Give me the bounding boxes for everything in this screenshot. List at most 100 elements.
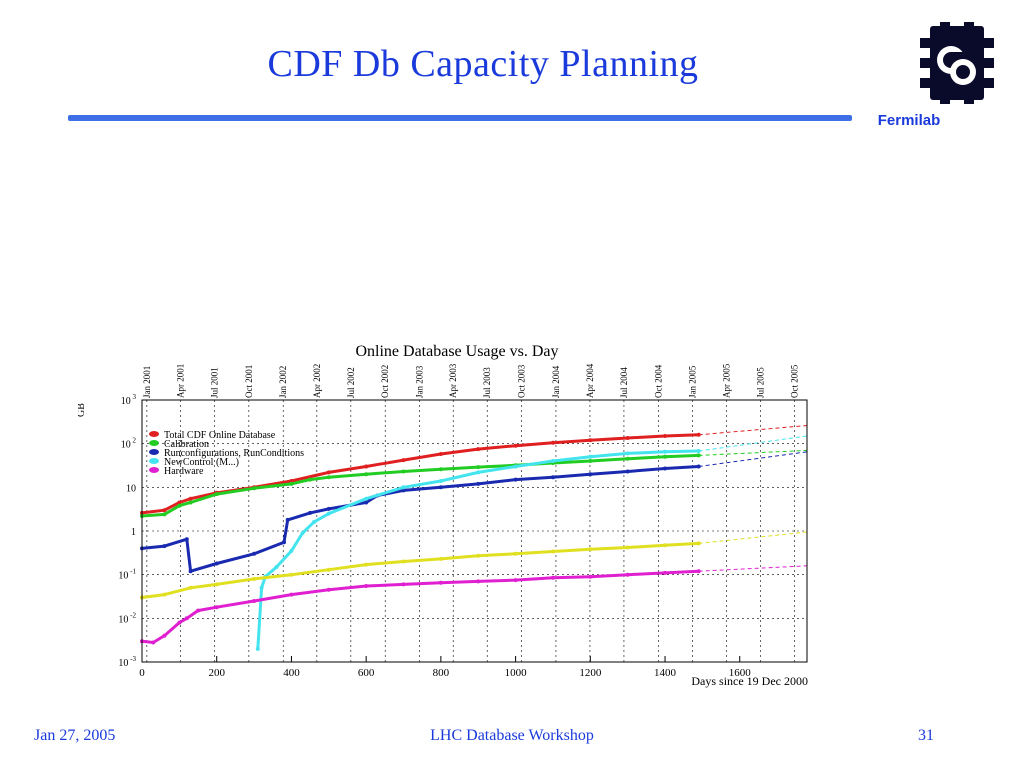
data-point [476, 470, 481, 475]
data-point [401, 559, 406, 564]
legend-marker [149, 440, 159, 446]
trend-line [698, 565, 808, 572]
slide-title: CDF Db Capacity Planning [267, 43, 699, 85]
data-point [438, 556, 443, 561]
series-line [141, 465, 699, 574]
data-point [625, 545, 630, 550]
data-point [663, 449, 667, 454]
trend-line [698, 449, 808, 456]
data-point [162, 544, 167, 549]
data-point [274, 565, 279, 569]
data-point [438, 485, 443, 490]
data-point [300, 531, 305, 535]
data-point [259, 585, 264, 590]
data-point [326, 567, 331, 572]
series-line [141, 541, 699, 599]
legend-label: Calibration [164, 439, 209, 450]
data-point [513, 477, 518, 482]
data-point [551, 549, 555, 554]
date-tick-label: Jan 2003 [415, 365, 425, 398]
data-point [252, 599, 257, 603]
y-tick-label: 1 [131, 527, 136, 538]
title-divider [68, 115, 852, 121]
data-point [513, 551, 518, 556]
data-point [188, 496, 193, 501]
data-point [326, 506, 331, 511]
legend-label: Hardware [164, 466, 204, 477]
data-point [184, 616, 189, 621]
trend-line [698, 531, 808, 544]
date-tick-label: Jul 2002 [346, 367, 356, 398]
data-point [588, 472, 593, 477]
date-tick-label: Oct 2004 [653, 364, 663, 398]
data-point [151, 640, 156, 645]
x-tick-label: 1400 [654, 667, 677, 679]
data-point [401, 582, 406, 587]
date-tick-label: Jan 2001 [142, 366, 152, 398]
data-point [285, 517, 290, 522]
data-point [289, 548, 294, 553]
data-point [252, 576, 257, 581]
x-tick-label: 800 [433, 667, 450, 679]
x-tick-label: 600 [358, 667, 375, 679]
data-point [625, 572, 630, 577]
date-tick-label: Oct 2005 [790, 364, 800, 398]
data-point [513, 464, 518, 469]
data-point [188, 585, 193, 590]
data-point [551, 475, 555, 480]
date-tick-label: Apr 2003 [448, 363, 458, 398]
fermilab-logo-icon [920, 22, 994, 104]
date-tick-label: Jul 2005 [755, 367, 765, 398]
data-point [696, 541, 701, 546]
x-tick-label: 400 [283, 667, 300, 679]
data-point [625, 451, 630, 456]
data-point [311, 520, 316, 525]
data-point [476, 481, 481, 486]
data-point [438, 580, 443, 585]
data-point [289, 481, 294, 486]
data-point [588, 454, 593, 459]
fermilab-label: Fermilab [877, 112, 941, 129]
data-point [177, 620, 182, 625]
data-point [551, 575, 555, 580]
data-point [476, 447, 481, 452]
data-point [364, 562, 369, 567]
data-point [282, 540, 286, 545]
data-point [588, 574, 593, 579]
date-tick-label: Jul 2003 [482, 367, 492, 398]
date-tick-label: Jul 2004 [619, 367, 629, 398]
data-point [696, 464, 701, 469]
data-point [214, 492, 219, 497]
y-tick-label: 10 -3 [118, 655, 136, 669]
trend-line [698, 451, 808, 467]
data-point [663, 543, 667, 548]
data-point [588, 547, 593, 552]
data-point [289, 479, 294, 483]
page-number: 31 [918, 727, 934, 744]
data-point [625, 456, 630, 461]
data-point [696, 432, 701, 437]
data-point [696, 569, 701, 574]
data-point [364, 464, 369, 469]
data-point [214, 561, 219, 566]
data-point [196, 608, 200, 613]
x-tick-label: 1600 [729, 667, 752, 679]
data-point [663, 570, 667, 575]
data-point [696, 449, 701, 453]
data-point [476, 579, 481, 584]
data-point [326, 587, 331, 592]
data-point [255, 646, 260, 651]
chart-title: Online Database Usage vs. Day [355, 343, 558, 360]
legend-label: NewControl (M...) [164, 457, 239, 468]
data-point [214, 605, 219, 610]
usage-chart-svg: Online Database Usage vs. Day GB Days si… [76, 343, 808, 688]
data-point [162, 508, 167, 513]
data-point [177, 503, 182, 508]
y-tick-label: 10 -1 [118, 568, 136, 582]
data-point [308, 510, 313, 515]
y-axis-label: GB [78, 403, 87, 417]
x-tick-label: 1000 [505, 667, 528, 679]
x-tick-label: 200 [208, 667, 225, 679]
x-tick-label: 1200 [579, 667, 602, 679]
data-point [476, 553, 481, 558]
